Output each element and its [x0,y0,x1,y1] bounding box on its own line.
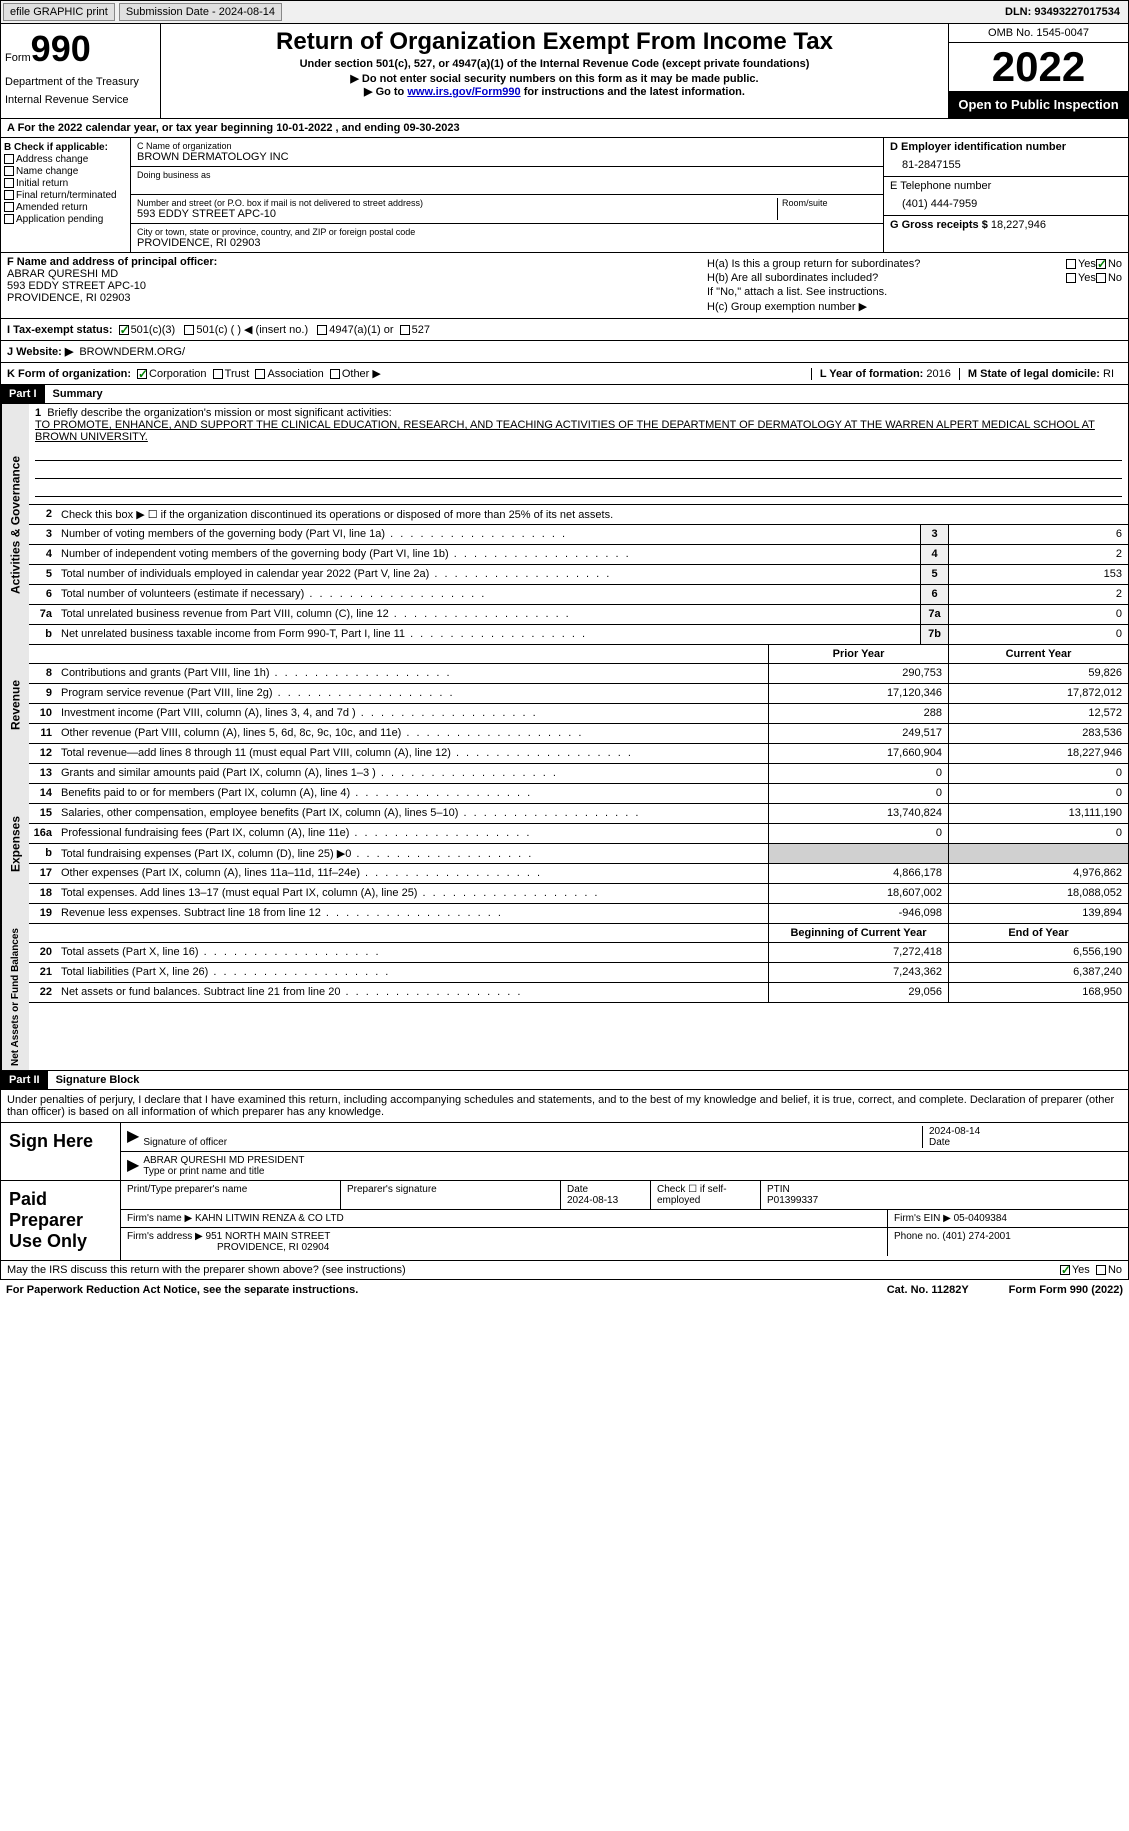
revenue-row-12: 12Total revenue—add lines 8 through 11 (… [29,744,1128,764]
paid-preparer-block: Paid Preparer Use Only Print/Type prepar… [0,1181,1129,1261]
check-app-pending[interactable]: Application pending [4,214,127,225]
row-k: K Form of organization: Corporation Trus… [0,363,1129,385]
omb-number: OMB No. 1545-0047 [949,24,1128,43]
expense-row-16a: 16aProfessional fundraising fees (Part I… [29,824,1128,844]
city-state-zip: PROVIDENCE, RI 02903 [137,237,877,249]
expense-row-b: bTotal fundraising expenses (Part IX, co… [29,844,1128,864]
sig-date: 2024-08-14 [929,1126,1122,1137]
part-1-header: Part I Summary [0,385,1129,404]
instruction-1: ▶ Do not enter social security numbers o… [165,72,944,85]
section-fh: F Name and address of principal officer:… [0,253,1129,319]
box-f: F Name and address of principal officer:… [1,253,701,318]
net-assets-section: Net Assets or Fund Balances Beginning of… [0,924,1129,1071]
box-h: H(a) Is this a group return for subordin… [701,253,1128,318]
street-address: 593 EDDY STREET APC-10 [137,208,777,220]
perjury-statement: Under penalties of perjury, I declare th… [0,1090,1129,1123]
state-domicile: RI [1103,368,1114,380]
check-address-change[interactable]: Address change [4,154,127,165]
box-b: B Check if applicable: Address change Na… [1,138,131,252]
dept-treasury: Department of the Treasury [5,76,156,88]
mission-text: TO PROMOTE, ENHANCE, AND SUPPORT THE CLI… [35,419,1122,443]
discuss-yes[interactable] [1060,1265,1070,1275]
tax-year: 2022 [949,43,1128,91]
check-final-return[interactable]: Final return/terminated [4,190,127,201]
officer-printed: ABRAR QURESHI MD PRESIDENT [143,1155,1122,1166]
ptin: P01399337 [767,1195,1122,1206]
summary-row-7b: bNet unrelated business taxable income f… [29,625,1128,645]
check-corp[interactable] [137,369,147,379]
phone: (401) 444-7959 [890,192,1122,212]
firm-ein: 05-0409384 [954,1213,1007,1224]
expenses-section: Expenses 13Grants and similar amounts pa… [0,764,1129,924]
revenue-section: Revenue Prior YearCurrent Year 8Contribu… [0,645,1129,764]
submission-date: Submission Date - 2024-08-14 [119,3,282,21]
discuss-row: May the IRS discuss this return with the… [0,1261,1129,1280]
officer-name: ABRAR QURESHI MD [7,268,695,280]
top-bar: efile GRAPHIC print Submission Date - 20… [0,0,1129,24]
revenue-row-8: 8Contributions and grants (Part VIII, li… [29,664,1128,684]
instruction-2: ▶ Go to www.irs.gov/Form990 for instruct… [165,85,944,98]
row-j: J Website: ▶ BROWNDERM.ORG/ [0,341,1129,363]
year-formation: 2016 [926,368,950,380]
check-trust[interactable] [213,369,223,379]
summary-row-3: 3Number of voting members of the governi… [29,525,1128,545]
check-501c3[interactable] [119,325,129,335]
expense-row-13: 13Grants and similar amounts paid (Part … [29,764,1128,784]
irs-label: Internal Revenue Service [5,94,156,106]
firm-name: KAHN LITWIN RENZA & CO LTD [195,1213,344,1224]
check-501c[interactable] [184,325,194,335]
form-subtitle: Under section 501(c), 527, or 4947(a)(1)… [165,58,944,70]
netassets-row-21: 21Total liabilities (Part X, line 26)7,2… [29,963,1128,983]
part-2-header: Part II Signature Block [0,1071,1129,1090]
check-4947[interactable] [317,325,327,335]
prep-date: 2024-08-13 [567,1195,644,1206]
summary-row-7a: 7aTotal unrelated business revenue from … [29,605,1128,625]
row-a-period: A For the 2022 calendar year, or tax yea… [0,119,1129,138]
expense-row-15: 15Salaries, other compensation, employee… [29,804,1128,824]
summary-row-4: 4Number of independent voting members of… [29,545,1128,565]
expense-row-18: 18Total expenses. Add lines 13–17 (must … [29,884,1128,904]
form-title: Return of Organization Exempt From Incom… [165,28,944,56]
check-527[interactable] [400,325,410,335]
revenue-row-10: 10Investment income (Part VIII, column (… [29,704,1128,724]
check-amended[interactable]: Amended return [4,202,127,213]
firm-phone: (401) 274-2001 [942,1231,1010,1242]
sign-here-block: Sign Here ▶ Signature of officer 2024-08… [0,1123,1129,1181]
activities-governance: Activities & Governance 1 Briefly descri… [0,404,1129,645]
netassets-row-20: 20Total assets (Part X, line 16)7,272,41… [29,943,1128,963]
row-i: I Tax-exempt status: 501(c)(3) 501(c) ( … [0,319,1129,341]
firm-addr: 951 NORTH MAIN STREET [206,1231,331,1242]
org-name: BROWN DERMATOLOGY INC [137,151,877,163]
open-inspection: Open to Public Inspection [949,91,1128,118]
dln: DLN: 93493227017534 [1005,6,1126,18]
check-other[interactable] [330,369,340,379]
irs-link[interactable]: www.irs.gov/Form990 [407,86,520,98]
expense-row-19: 19Revenue less expenses. Subtract line 1… [29,904,1128,924]
form-label: Form [5,52,31,64]
check-assoc[interactable] [255,369,265,379]
revenue-row-9: 9Program service revenue (Part VIII, lin… [29,684,1128,704]
discuss-no[interactable] [1096,1265,1106,1275]
efile-button[interactable]: efile GRAPHIC print [3,3,115,21]
page-footer: For Paperwork Reduction Act Notice, see … [0,1280,1129,1300]
revenue-row-11: 11Other revenue (Part VIII, column (A), … [29,724,1128,744]
summary-row-5: 5Total number of individuals employed in… [29,565,1128,585]
check-initial-return[interactable]: Initial return [4,178,127,189]
website: BROWNDERM.ORG/ [79,346,185,358]
check-name-change[interactable]: Name change [4,166,127,177]
expense-row-14: 14Benefits paid to or for members (Part … [29,784,1128,804]
netassets-row-22: 22Net assets or fund balances. Subtract … [29,983,1128,1003]
box-d: D Employer identification number 81-2847… [883,138,1128,252]
box-c: C Name of organization BROWN DERMATOLOGY… [131,138,883,252]
ein: 81-2847155 [890,153,1122,173]
summary-row-6: 6Total number of volunteers (estimate if… [29,585,1128,605]
expense-row-17: 17Other expenses (Part IX, column (A), l… [29,864,1128,884]
form-number: 990 [31,28,91,69]
gross-receipts: 18,227,946 [991,219,1046,231]
form-header: Form990 Department of the Treasury Inter… [0,24,1129,119]
section-bcd: B Check if applicable: Address change Na… [0,138,1129,253]
